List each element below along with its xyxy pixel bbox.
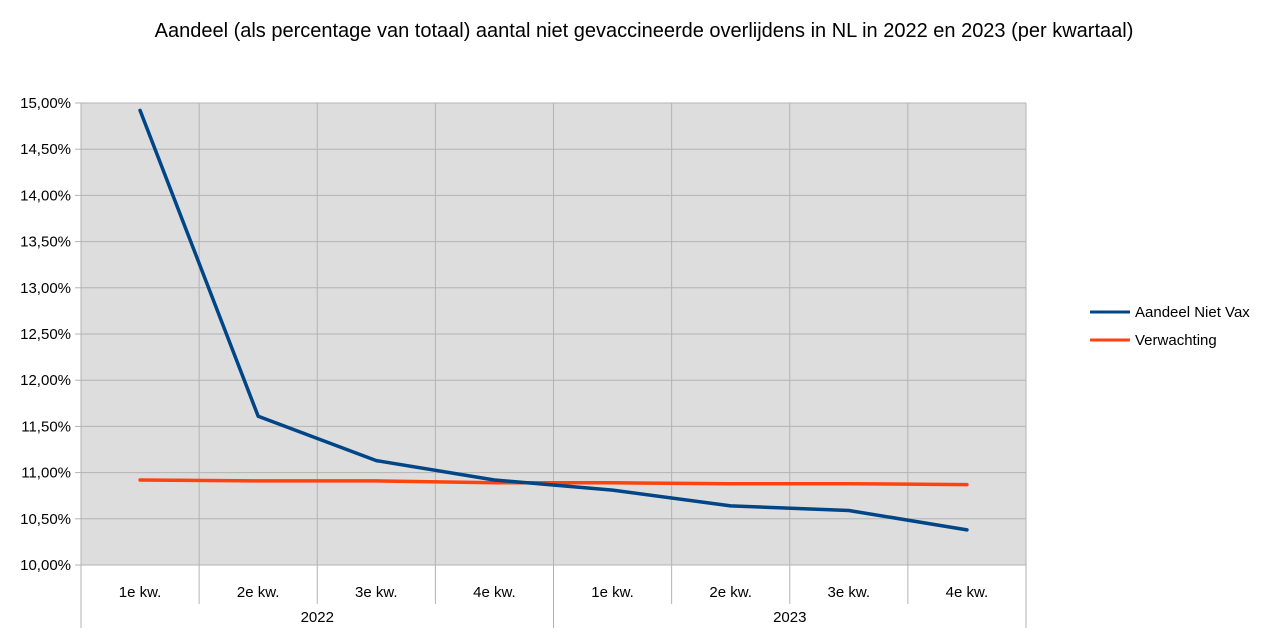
y-tick-label: 12,50% (20, 326, 71, 343)
x-tick-label: 4e kw. (946, 584, 989, 601)
x-group-label: 2023 (773, 609, 806, 626)
x-tick-label: 3e kw. (828, 584, 871, 601)
y-tick-label: 10,50% (20, 511, 71, 528)
y-tick-label: 10,00% (20, 557, 71, 574)
y-tick-label: 11,50% (21, 418, 71, 435)
y-tick-label: 13,50% (20, 234, 71, 251)
y-tick-label: 12,00% (20, 372, 71, 389)
y-tick-label: 14,00% (20, 187, 71, 204)
y-tick-label: 11,00% (21, 465, 71, 482)
x-tick-label: 4e kw. (473, 584, 516, 601)
x-group-label: 2022 (301, 609, 334, 626)
chart-title: Aandeel (als percentage van totaal) aant… (155, 20, 1134, 42)
legend-label: Aandeel Niet Vax (1135, 304, 1250, 321)
series-layer (138, 108, 969, 532)
series-line-0 (138, 108, 969, 532)
x-tick-label: 2e kw. (237, 584, 280, 601)
y-tick-label: 15,00% (20, 95, 71, 112)
grid-layer (80, 102, 1027, 566)
series-line-1 (138, 478, 969, 487)
x-tick-label: 2e kw. (709, 584, 752, 601)
axis-layer: 10,00% 10,50% 11,00% 11,50% 12,00% 12,50% 13,0… (20, 95, 1027, 628)
x-tick-label: 1e kw. (119, 584, 162, 601)
x-tick-label: 3e kw. (355, 584, 398, 601)
x-tick-label: 1e kw. (591, 584, 634, 601)
legend: Aandeel Niet Vax Verwachting (1090, 304, 1250, 349)
y-tick-label: 14,50% (20, 141, 71, 158)
y-tick-label: 13,00% (20, 280, 71, 297)
legend-label: Verwachting (1135, 332, 1217, 349)
